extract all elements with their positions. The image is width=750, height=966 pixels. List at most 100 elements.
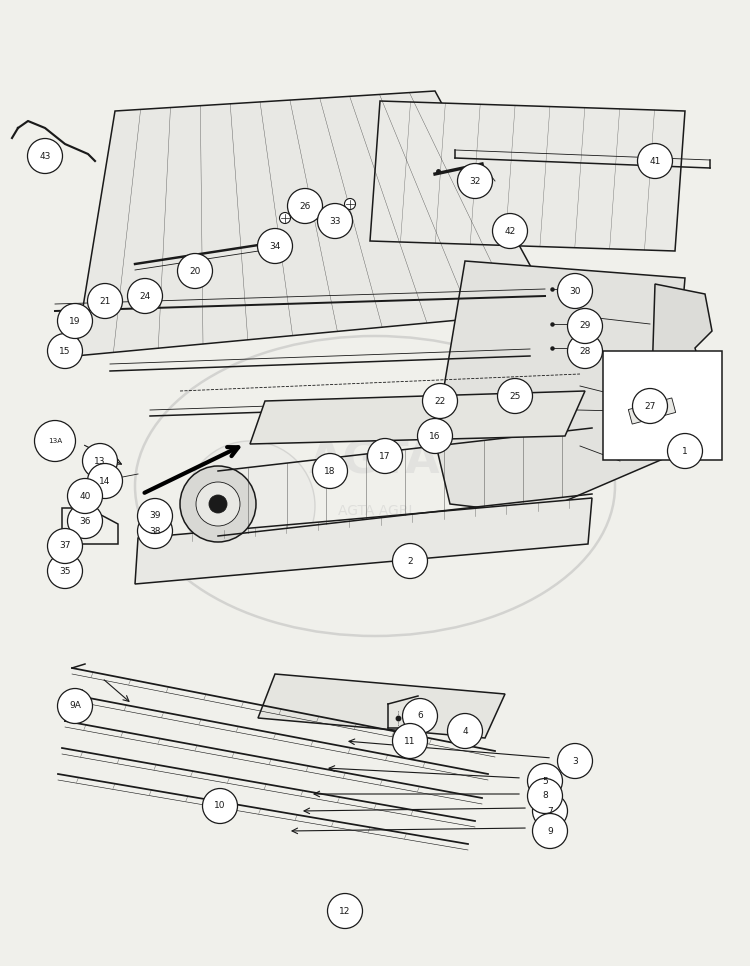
Text: 5: 5 (542, 777, 548, 785)
Circle shape (527, 763, 562, 799)
Circle shape (497, 379, 532, 413)
Circle shape (638, 144, 673, 179)
Circle shape (527, 779, 562, 813)
Circle shape (368, 439, 403, 473)
Circle shape (632, 388, 668, 423)
Circle shape (392, 724, 427, 758)
Text: 6: 6 (417, 712, 423, 721)
Text: 26: 26 (299, 202, 310, 211)
Text: 28: 28 (579, 347, 591, 355)
Text: 30: 30 (569, 287, 580, 296)
Circle shape (47, 333, 82, 368)
Text: AGTA AGRI: AGTA AGRI (338, 504, 412, 518)
Text: 32: 32 (470, 177, 481, 185)
Circle shape (304, 206, 316, 216)
Text: 22: 22 (434, 396, 445, 406)
Text: 18: 18 (324, 467, 336, 475)
Circle shape (280, 213, 290, 223)
Circle shape (209, 495, 227, 513)
Text: 20: 20 (189, 267, 201, 275)
Text: 35: 35 (59, 566, 70, 576)
Circle shape (34, 420, 76, 462)
Text: 24: 24 (140, 292, 151, 300)
Text: 36: 36 (80, 517, 91, 526)
Text: 27: 27 (644, 402, 656, 411)
Text: 17: 17 (380, 451, 391, 461)
Text: 14: 14 (99, 476, 111, 486)
Circle shape (287, 188, 322, 223)
Circle shape (88, 283, 122, 319)
Circle shape (47, 528, 82, 563)
Circle shape (448, 714, 482, 749)
Circle shape (58, 303, 92, 338)
Circle shape (557, 273, 592, 308)
Polygon shape (628, 398, 676, 424)
Polygon shape (135, 498, 592, 584)
Circle shape (82, 443, 118, 478)
Circle shape (137, 514, 172, 549)
Circle shape (180, 466, 256, 542)
Circle shape (392, 544, 427, 579)
Circle shape (532, 793, 568, 829)
Text: 3: 3 (572, 756, 578, 765)
Text: 1: 1 (682, 446, 688, 456)
Text: 43: 43 (39, 152, 51, 160)
Polygon shape (370, 101, 685, 251)
Circle shape (344, 198, 355, 210)
Circle shape (185, 441, 315, 571)
Polygon shape (435, 261, 685, 514)
Circle shape (178, 253, 212, 289)
Circle shape (79, 483, 101, 505)
Circle shape (458, 163, 493, 198)
Circle shape (328, 894, 362, 928)
Text: 16: 16 (429, 432, 441, 440)
Polygon shape (258, 674, 505, 738)
Circle shape (68, 503, 103, 538)
Text: 42: 42 (504, 226, 515, 236)
Text: 11: 11 (404, 736, 416, 746)
Text: 9A: 9A (69, 701, 81, 711)
Text: 15: 15 (59, 347, 70, 355)
Circle shape (532, 813, 568, 848)
Polygon shape (652, 284, 712, 431)
Circle shape (68, 478, 103, 514)
Circle shape (88, 464, 122, 498)
Circle shape (196, 482, 240, 526)
Circle shape (128, 278, 163, 314)
Text: 13A: 13A (48, 438, 62, 444)
Circle shape (317, 204, 352, 239)
Text: 39: 39 (149, 512, 160, 521)
FancyBboxPatch shape (603, 351, 722, 460)
Circle shape (403, 698, 437, 733)
Circle shape (418, 418, 452, 453)
Text: 25: 25 (509, 391, 520, 401)
Circle shape (668, 434, 703, 469)
Circle shape (202, 788, 238, 823)
Text: 12: 12 (339, 906, 351, 916)
Text: 19: 19 (69, 317, 81, 326)
Text: 21: 21 (99, 297, 111, 305)
Circle shape (47, 554, 82, 588)
Circle shape (257, 229, 292, 264)
Circle shape (568, 308, 602, 344)
Text: 4: 4 (462, 726, 468, 735)
Text: 10: 10 (214, 802, 226, 810)
Circle shape (313, 453, 347, 489)
Text: 13: 13 (94, 457, 106, 466)
Polygon shape (250, 391, 585, 444)
Circle shape (557, 744, 592, 779)
Text: 9: 9 (547, 827, 553, 836)
Circle shape (568, 333, 602, 368)
Text: 29: 29 (579, 322, 591, 330)
Circle shape (137, 498, 172, 533)
Circle shape (58, 689, 92, 724)
Text: 8: 8 (542, 791, 548, 801)
Text: AGTA: AGTA (309, 440, 441, 482)
Text: 2: 2 (407, 556, 413, 565)
Text: 40: 40 (80, 492, 91, 500)
Text: 7: 7 (547, 807, 553, 815)
Text: 38: 38 (149, 526, 160, 535)
Text: 41: 41 (650, 156, 661, 165)
Text: 37: 37 (59, 542, 70, 551)
Text: 33: 33 (329, 216, 340, 225)
